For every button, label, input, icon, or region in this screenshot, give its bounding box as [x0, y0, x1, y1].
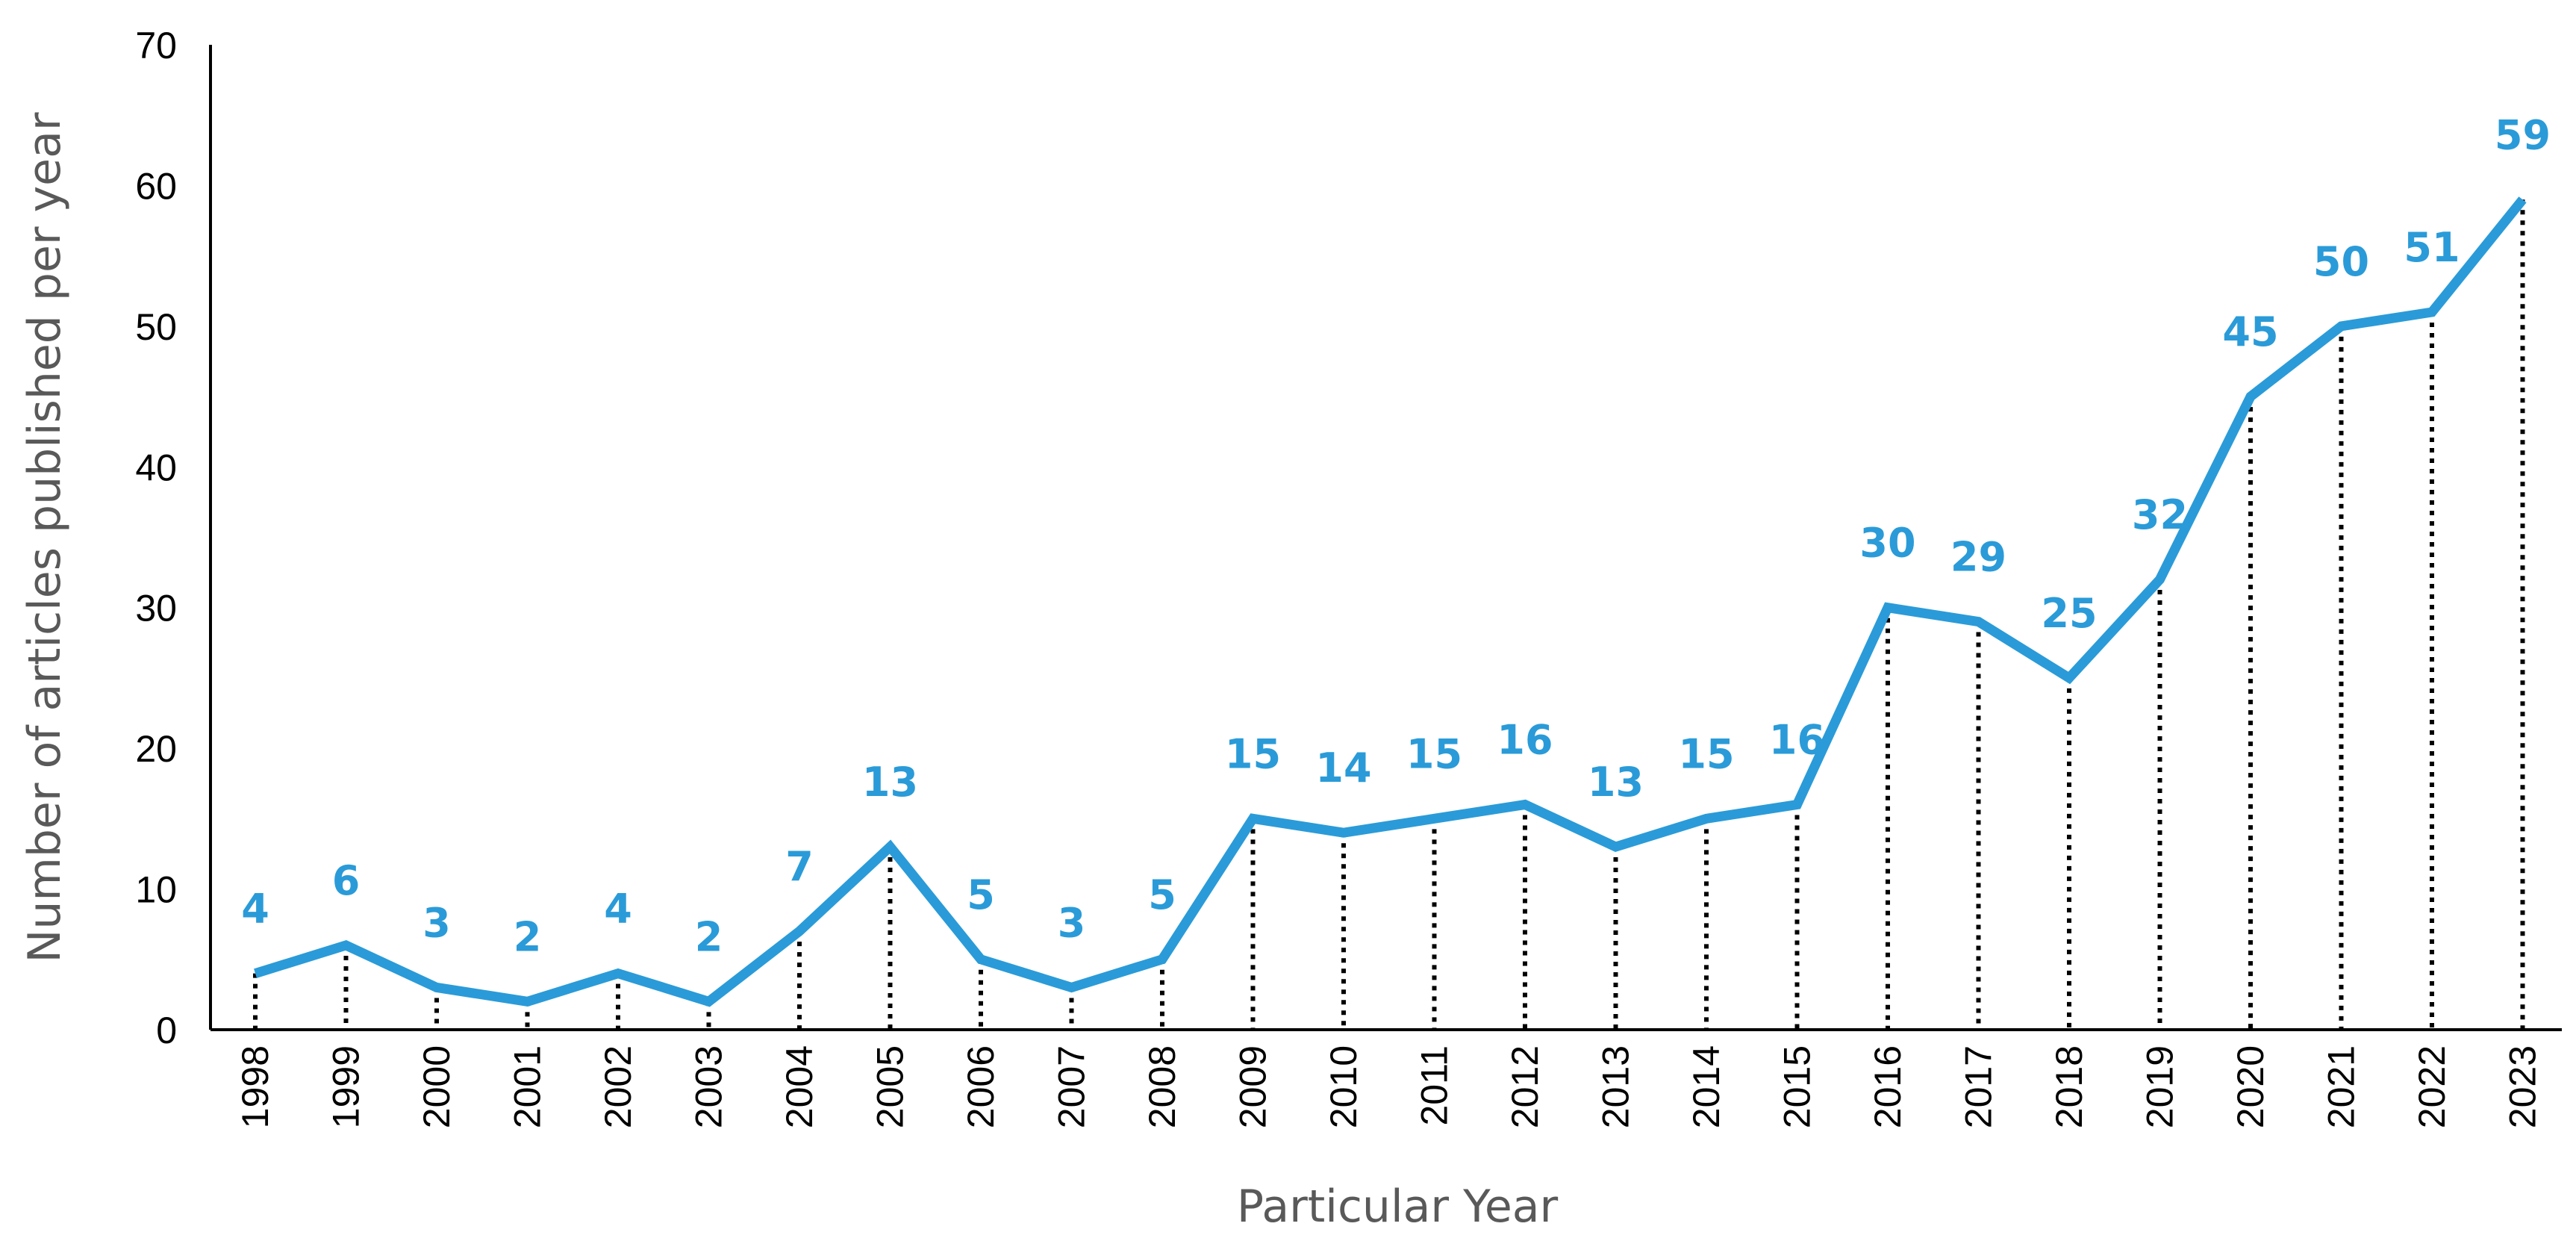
y-tick-label: 50: [135, 306, 177, 348]
x-tick-label: 2015: [1777, 1045, 1818, 1128]
x-axis-title: Particular Year: [1237, 1181, 1559, 1233]
axes: [209, 45, 2562, 1031]
x-tick-label: 2004: [779, 1045, 820, 1128]
data-label: 14: [1315, 744, 1371, 792]
x-tick-label: 2009: [1232, 1045, 1274, 1128]
data-label: 6: [332, 857, 361, 904]
data-label: 15: [1678, 730, 1734, 777]
data-label: 16: [1497, 717, 1553, 764]
data-label: 29: [1950, 534, 2006, 581]
x-tick-label: 2014: [1685, 1045, 1727, 1128]
data-label: 3: [422, 899, 451, 946]
data-label: 2: [695, 913, 723, 960]
x-tick-label: 2017: [1958, 1045, 2000, 1128]
data-label: 13: [862, 759, 918, 806]
y-tick-label: 60: [135, 165, 177, 207]
x-tick-label: 2016: [1867, 1045, 1909, 1128]
x-tick-label: 2001: [507, 1045, 549, 1128]
x-tick-label: 2019: [2139, 1045, 2181, 1128]
x-tick-label: 2010: [1323, 1045, 1365, 1128]
data-label: 5: [967, 871, 995, 918]
y-tick-labels: 0 10 20 30 40 50 60 70: [135, 25, 177, 1051]
data-label: 4: [604, 886, 632, 933]
series-line: [254, 196, 2527, 1007]
x-tick-label: 2000: [416, 1045, 458, 1128]
data-label: 13: [1588, 759, 1644, 806]
data-label: 7: [785, 843, 814, 890]
y-tick-label: 0: [156, 1010, 177, 1051]
data-label: 25: [2041, 590, 2097, 637]
x-tick-label: 2020: [2230, 1045, 2271, 1128]
data-label: 2: [514, 913, 542, 960]
data-label: 30: [1859, 520, 1915, 567]
data-label: 51: [2404, 224, 2460, 271]
x-tick-label: 2022: [2411, 1045, 2453, 1128]
drop-lines: [253, 199, 2525, 1030]
x-tick-label: 2003: [688, 1045, 730, 1128]
x-tick-label: 2005: [870, 1045, 911, 1128]
data-label: 3: [1058, 899, 1086, 946]
y-tick-label: 40: [135, 447, 177, 488]
data-label: 4: [241, 886, 269, 933]
x-tick-label: 2002: [597, 1045, 639, 1128]
y-axis-title: Number of articles published per year: [19, 112, 71, 963]
x-tick-label: 2021: [2321, 1045, 2363, 1128]
y-tick-label: 20: [135, 728, 177, 770]
x-tick-label: 2018: [2048, 1045, 2090, 1128]
data-label: 16: [1769, 717, 1825, 764]
x-tick-label: 2011: [1414, 1045, 1456, 1126]
data-label: 45: [2222, 308, 2278, 355]
x-tick-label: 2006: [960, 1045, 1002, 1128]
x-tick-label: 2012: [1504, 1045, 1546, 1128]
y-tick-label: 70: [135, 25, 177, 66]
x-tick-label: 1998: [234, 1045, 276, 1128]
x-tick-label: 1999: [325, 1045, 367, 1128]
series-articles: [254, 196, 2527, 1007]
data-label: 15: [1406, 730, 1462, 777]
data-label: 15: [1225, 730, 1281, 777]
data-label: 5: [1148, 871, 1176, 918]
x-tick-label: 2023: [2502, 1045, 2544, 1128]
data-label: 32: [2132, 491, 2188, 538]
data-label: 59: [2495, 111, 2551, 158]
x-tick-label: 2013: [1595, 1045, 1637, 1128]
x-tick-labels: 1998 1999 2000 2001 2002 2003 2004 2005 2006 2007…: [234, 1045, 2544, 1128]
data-label: 50: [2313, 238, 2369, 285]
x-tick-label: 2007: [1051, 1045, 1093, 1128]
y-tick-label: 10: [135, 869, 177, 911]
y-tick-label: 30: [135, 588, 177, 629]
x-tick-label: 2008: [1141, 1045, 1183, 1128]
